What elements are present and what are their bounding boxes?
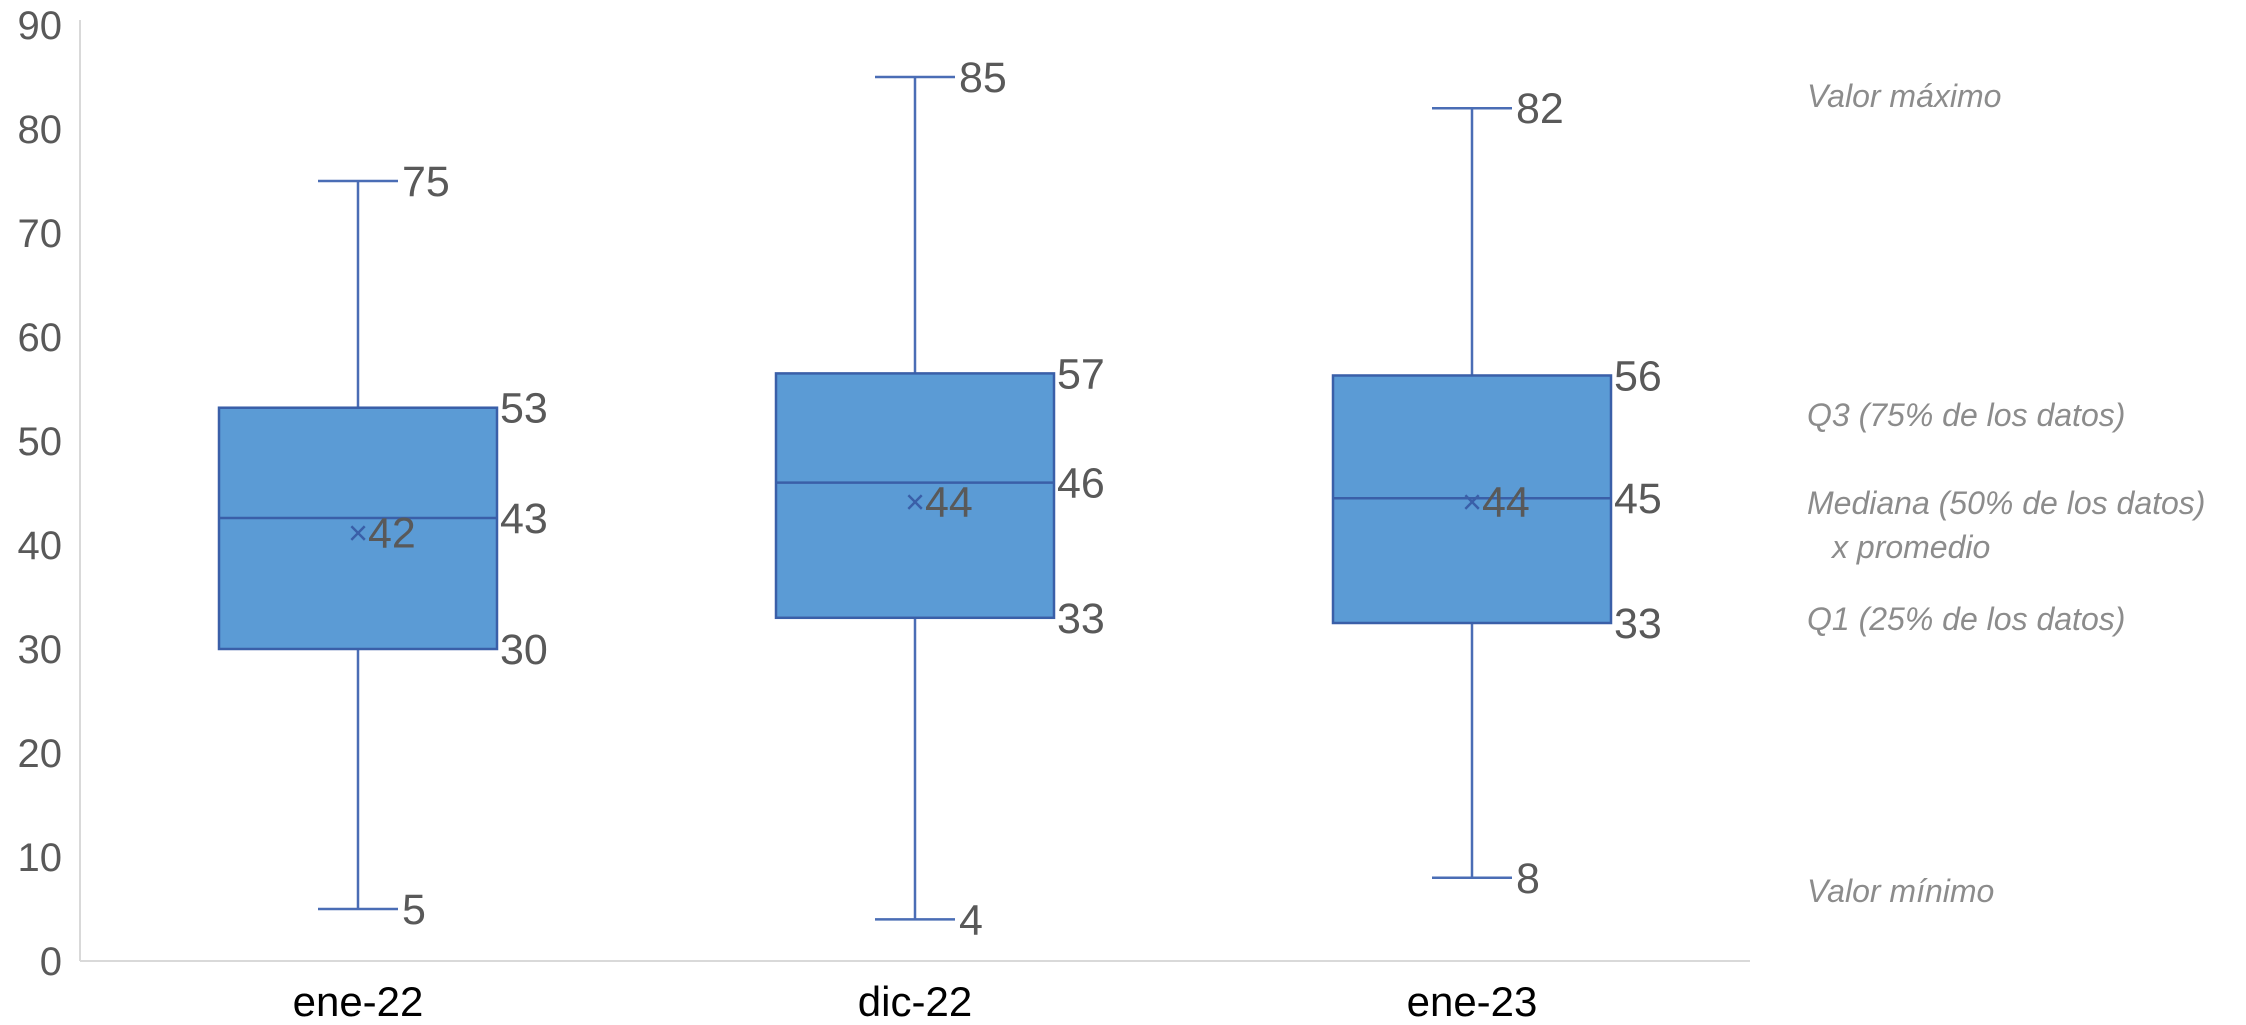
legend-note-max: Valor máximo [1807,78,2001,114]
legend-note-min: Valor mínimo [1807,873,1994,909]
max-label: 82 [1516,85,1564,133]
median-label: 45 [1614,475,1662,523]
y-tick-label: 90 [18,4,63,48]
min-label: 5 [402,886,426,934]
mean-label: 44 [925,478,973,526]
x-category-label: dic-22 [858,978,972,1020]
mean-marker: × [1462,483,1482,521]
min-label: 8 [1516,855,1540,903]
y-tick-label: 70 [18,212,63,256]
median-label: 46 [1057,460,1105,508]
mean-label: 44 [1482,478,1530,526]
legend-note-median: Mediana (50% de los datos) [1807,485,2205,521]
q1-label: 33 [1057,595,1105,643]
max-label: 75 [402,158,450,206]
y-tick-label: 60 [18,316,63,360]
median-label: 43 [500,495,548,543]
y-tick-label: 20 [18,732,63,776]
q1-label: 33 [1614,600,1662,648]
q1-label: 30 [500,626,548,674]
q3-label: 56 [1614,352,1662,400]
legend-note-mean: x promedio [1830,529,1990,565]
legend-note-q3: Q3 (75% de los datos) [1807,397,2125,433]
y-tick-label: 80 [18,108,63,152]
q3-label: 53 [500,385,548,433]
y-tick-label: 0 [40,940,62,984]
mean-marker: × [348,515,368,553]
q3-label: 57 [1057,350,1105,398]
mean-label: 42 [368,510,416,558]
y-tick-label: 10 [18,836,63,880]
y-tick-label: 50 [18,420,63,464]
x-category-label: ene-23 [1407,978,1538,1020]
y-tick-label: 40 [18,524,63,568]
box-q1-q3 [774,372,1056,620]
mean-marker: × [905,483,925,521]
legend-note-q1: Q1 (25% de los datos) [1807,601,2125,637]
box-q1-q3 [217,406,499,651]
max-label: 85 [959,54,1007,102]
y-tick-label: 30 [18,628,63,672]
min-label: 4 [959,896,983,944]
x-category-label: ene-22 [293,978,424,1020]
